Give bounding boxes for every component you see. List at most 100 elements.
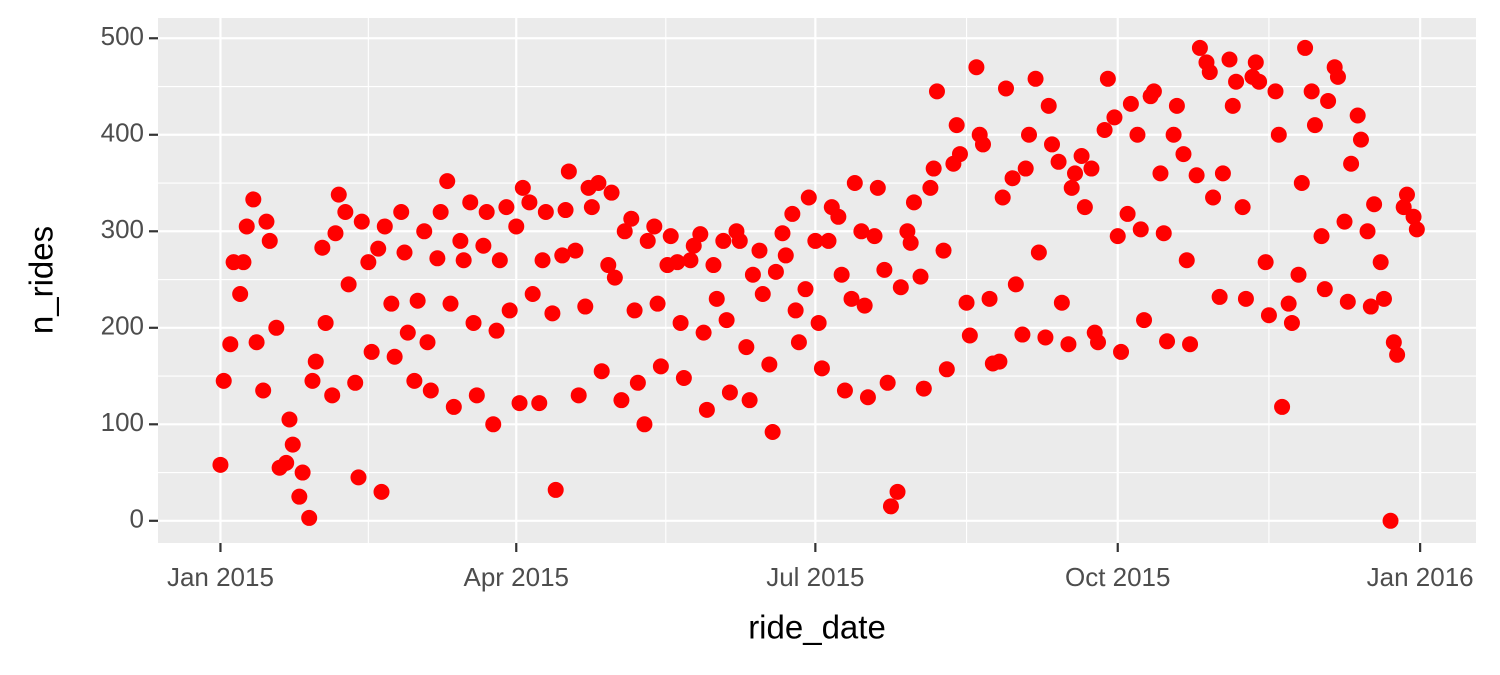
point bbox=[1221, 51, 1238, 68]
x-axis-title: ride_date bbox=[748, 609, 886, 646]
point bbox=[764, 424, 781, 441]
point bbox=[353, 213, 370, 230]
point bbox=[215, 372, 232, 389]
point bbox=[324, 387, 341, 404]
point bbox=[1336, 213, 1353, 230]
point bbox=[692, 226, 709, 243]
point bbox=[905, 194, 922, 211]
point bbox=[1017, 160, 1034, 177]
point bbox=[554, 247, 571, 264]
point bbox=[675, 369, 692, 386]
point bbox=[337, 203, 354, 220]
y-tick-label: 300 bbox=[101, 214, 144, 244]
point bbox=[1073, 148, 1090, 165]
point bbox=[672, 314, 689, 331]
point bbox=[465, 314, 482, 331]
point bbox=[416, 223, 433, 240]
point bbox=[1352, 131, 1369, 148]
point bbox=[925, 160, 942, 177]
point bbox=[462, 194, 479, 211]
point bbox=[222, 336, 239, 353]
point bbox=[1234, 199, 1251, 216]
x-tick-label: Jan 2015 bbox=[167, 562, 274, 592]
point bbox=[245, 191, 262, 208]
point bbox=[291, 488, 308, 505]
point bbox=[1083, 160, 1100, 177]
point bbox=[1214, 165, 1231, 182]
point bbox=[830, 208, 847, 225]
point bbox=[1053, 294, 1070, 311]
point bbox=[1372, 254, 1389, 271]
point bbox=[1132, 221, 1149, 238]
point bbox=[1113, 343, 1130, 360]
point bbox=[836, 382, 853, 399]
point bbox=[1168, 97, 1185, 114]
point bbox=[800, 189, 817, 206]
point bbox=[432, 203, 449, 220]
point bbox=[721, 384, 738, 401]
point bbox=[284, 436, 301, 453]
point bbox=[951, 146, 968, 163]
point bbox=[268, 319, 285, 336]
point bbox=[583, 199, 600, 216]
point bbox=[567, 242, 584, 259]
point bbox=[1274, 398, 1291, 415]
point bbox=[235, 254, 252, 271]
point bbox=[1224, 97, 1241, 114]
point bbox=[1060, 336, 1077, 353]
point bbox=[669, 254, 686, 271]
point bbox=[1237, 290, 1254, 307]
x-tick-label: Apr 2015 bbox=[463, 562, 569, 592]
point bbox=[1366, 196, 1383, 213]
point bbox=[468, 387, 485, 404]
point bbox=[889, 483, 906, 500]
point bbox=[968, 59, 985, 76]
point bbox=[1320, 92, 1337, 109]
point bbox=[491, 252, 508, 269]
point bbox=[1040, 97, 1057, 114]
point bbox=[1090, 334, 1107, 351]
point bbox=[577, 298, 594, 315]
point bbox=[1395, 199, 1412, 216]
point bbox=[238, 218, 255, 235]
point bbox=[958, 294, 975, 311]
point bbox=[212, 456, 229, 473]
point bbox=[327, 225, 344, 242]
point bbox=[961, 327, 978, 344]
point bbox=[853, 223, 870, 240]
panel-background bbox=[158, 18, 1476, 543]
point bbox=[698, 401, 715, 418]
point bbox=[856, 297, 873, 314]
point bbox=[232, 286, 249, 303]
point bbox=[317, 314, 334, 331]
point bbox=[705, 257, 722, 274]
point bbox=[613, 392, 630, 409]
point bbox=[1152, 165, 1169, 182]
point bbox=[1316, 281, 1333, 298]
point bbox=[475, 237, 492, 254]
point bbox=[1339, 293, 1356, 310]
point bbox=[1306, 117, 1323, 134]
point bbox=[600, 257, 617, 274]
point bbox=[1165, 126, 1182, 143]
point bbox=[807, 232, 824, 249]
point bbox=[915, 380, 932, 397]
point bbox=[787, 302, 804, 319]
point bbox=[991, 353, 1008, 370]
point bbox=[531, 395, 548, 412]
point bbox=[360, 254, 377, 271]
point bbox=[1283, 314, 1300, 331]
point bbox=[790, 334, 807, 351]
point bbox=[521, 194, 538, 211]
point bbox=[1382, 512, 1399, 529]
point bbox=[662, 228, 679, 245]
point bbox=[1159, 333, 1176, 350]
point bbox=[281, 411, 298, 428]
point bbox=[373, 483, 390, 500]
point bbox=[744, 266, 761, 283]
point bbox=[1251, 73, 1268, 90]
point bbox=[974, 136, 991, 153]
point bbox=[902, 234, 919, 251]
point bbox=[422, 382, 439, 399]
point bbox=[452, 232, 469, 249]
